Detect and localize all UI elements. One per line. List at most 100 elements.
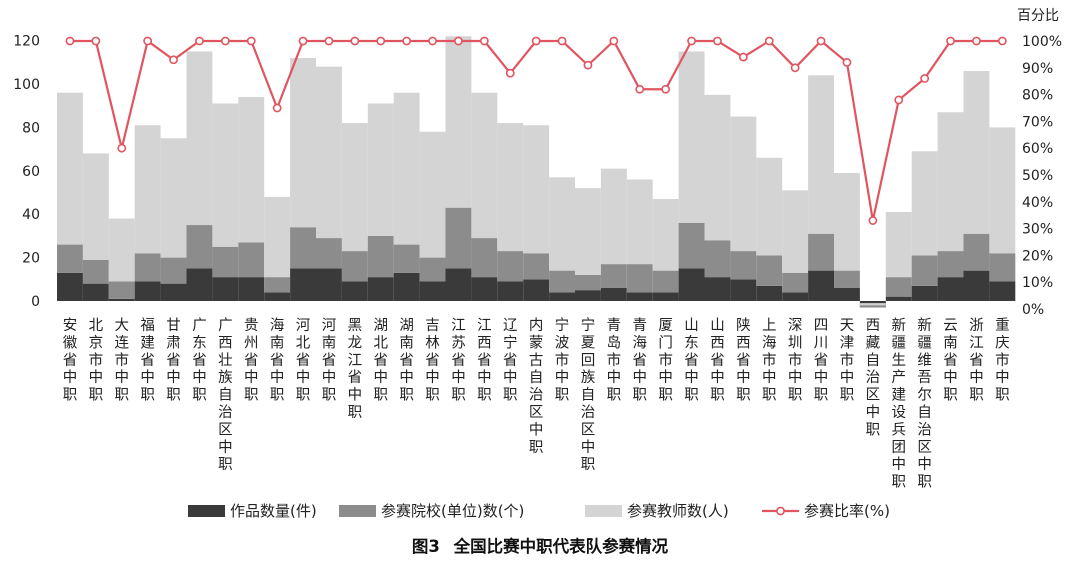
ratio-point [842, 58, 852, 67]
bar-segment-s0-c22 [626, 292, 653, 301]
bar-segment-s0-c21 [600, 287, 627, 301]
category-label: 河南省中职 [322, 317, 337, 404]
bar-segment-s1-c1 [82, 259, 109, 284]
bar-segment-s0-c2 [108, 298, 135, 301]
category-label: 广东省中职 [192, 317, 207, 404]
category-label: 黑龙江省中职 [348, 318, 363, 421]
bar-segment-s0-c9 [290, 268, 316, 301]
ratio-point [479, 36, 489, 46]
left-tick-label: 40 [22, 207, 40, 223]
bar-segment-s0-c12 [367, 277, 394, 301]
bar-segment-s2-c13 [393, 92, 420, 245]
category-label: 海南省中职 [270, 317, 285, 404]
ratio-point [609, 36, 619, 46]
bar-segment-s2-c32 [885, 212, 912, 278]
ratio-point [65, 36, 75, 46]
bar-segment-s1-c2 [108, 281, 135, 299]
ratio-point [143, 36, 153, 46]
ratio-point [272, 103, 282, 113]
right-tick-label: 0% [1022, 302, 1044, 318]
bar-segment-s0-c3 [134, 281, 161, 301]
bar-segment-s0-c13 [393, 272, 420, 301]
ratio-point [454, 36, 463, 46]
bar-segment-s2-c26 [730, 116, 757, 252]
category-label: 吉林省中职 [425, 317, 440, 404]
bar-segment-s2-c18 [523, 125, 550, 254]
ratio-point [713, 36, 722, 46]
ratio-point [894, 95, 904, 105]
legend-point-swatch [776, 506, 785, 516]
figure-title: 全国比赛中职代表队参赛情况 [453, 537, 669, 556]
legend-label-0: 作品数量(件) [230, 502, 317, 520]
figure-caption: 图3 全国比赛中职代表队参赛情况 [0, 533, 1080, 557]
bar-segment-s0-c0 [57, 272, 83, 301]
bar-segment-s0-c25 [704, 277, 731, 301]
bar-segment-s0-c33 [911, 285, 938, 301]
ratio-point [195, 36, 204, 46]
bar-segment-s2-c25 [704, 94, 731, 241]
legend: 作品数量(件) 参赛院校(单位)数(个) 参赛教师数(人) 参赛比率(%) [188, 502, 890, 520]
bar-segment-s2-c36 [989, 127, 1016, 254]
left-tick-label: 100 [13, 77, 40, 93]
ratio-point [790, 63, 800, 73]
right-tick-label: 20% [1022, 248, 1053, 264]
bar-segment-s1-c12 [367, 235, 394, 278]
ratio-point [816, 36, 826, 46]
bar-segment-s2-c21 [600, 168, 627, 265]
category-label: 大连市中职 [115, 317, 130, 404]
legend-swatch-1 [339, 505, 376, 517]
bar-segment-s1-c0 [57, 244, 83, 273]
bar-segment-s2-c23 [652, 199, 679, 271]
category-label: 天津市中职 [840, 318, 855, 404]
bar-segment-s2-c10 [316, 66, 342, 239]
bar-segment-s1-c4 [160, 257, 187, 284]
bar-segment-s0-c18 [523, 279, 550, 301]
ratio-point [687, 36, 696, 46]
category-label: 甘肃省中职 [166, 317, 181, 404]
bar-segment-s1-c16 [471, 238, 498, 278]
ratio-point [946, 36, 955, 46]
ratio-point [350, 36, 360, 46]
bar-segment-s2-c4 [160, 138, 187, 258]
category-label: 湖北省中职 [374, 317, 389, 404]
bar-segment-s2-c34 [937, 112, 964, 252]
category-label: 山西省中职 [710, 317, 725, 404]
bar-segment-s0-c16 [471, 277, 498, 301]
right-tick-label: 10% [1022, 275, 1053, 291]
category-label: 广西壮族自治区中职 [218, 317, 233, 473]
category-label: 厦门市中职 [658, 318, 673, 404]
bar-segment-s0-c7 [238, 277, 265, 301]
category-label: 重庆市中职 [995, 317, 1010, 404]
bar-segment-s2-c3 [134, 125, 161, 254]
legend-label-1: 参赛院校(单位)数(个) [381, 502, 524, 520]
bar-segment-s1-c25 [704, 240, 731, 278]
bar-segment-s2-c35 [963, 70, 990, 234]
ratio-point [402, 36, 412, 46]
bar-segment-s2-c29 [808, 75, 834, 234]
bar-segment-s2-c1 [82, 153, 109, 260]
bar-segment-s1-c26 [730, 251, 757, 280]
category-label: 新疆维吾尔自治区中职 [917, 317, 932, 491]
bar-segment-s0-c28 [782, 292, 809, 301]
bar-segment-s2-c30 [834, 172, 860, 271]
legend-swatch-2 [585, 505, 622, 517]
bar-segment-s1-c19 [549, 270, 575, 293]
ratio-point [376, 36, 386, 46]
right-tick-label: 80% [1022, 88, 1053, 104]
right-tick-label: 60% [1022, 141, 1053, 157]
bar-segment-s2-c19 [549, 177, 575, 271]
bar-segment-s1-c33 [911, 255, 938, 286]
right-tick-label: 30% [1022, 222, 1053, 238]
bar-segment-s1-c11 [341, 251, 368, 282]
bar-segment-s2-c0 [57, 92, 83, 245]
bar-segment-s2-c17 [497, 123, 524, 252]
bar-segment-s0-c14 [419, 281, 446, 301]
category-label: 青岛市中职 [607, 317, 622, 404]
bar-segment-s2-c11 [341, 123, 368, 252]
bar-segment-s1-c21 [600, 264, 627, 288]
category-label: 内蒙古自治区中职 [529, 317, 544, 456]
category-label: 福建省中职 [140, 317, 155, 404]
ratio-point [220, 36, 230, 46]
bar-segment-s1-c3 [134, 253, 161, 282]
bar-segment-s1-c32 [885, 277, 912, 297]
